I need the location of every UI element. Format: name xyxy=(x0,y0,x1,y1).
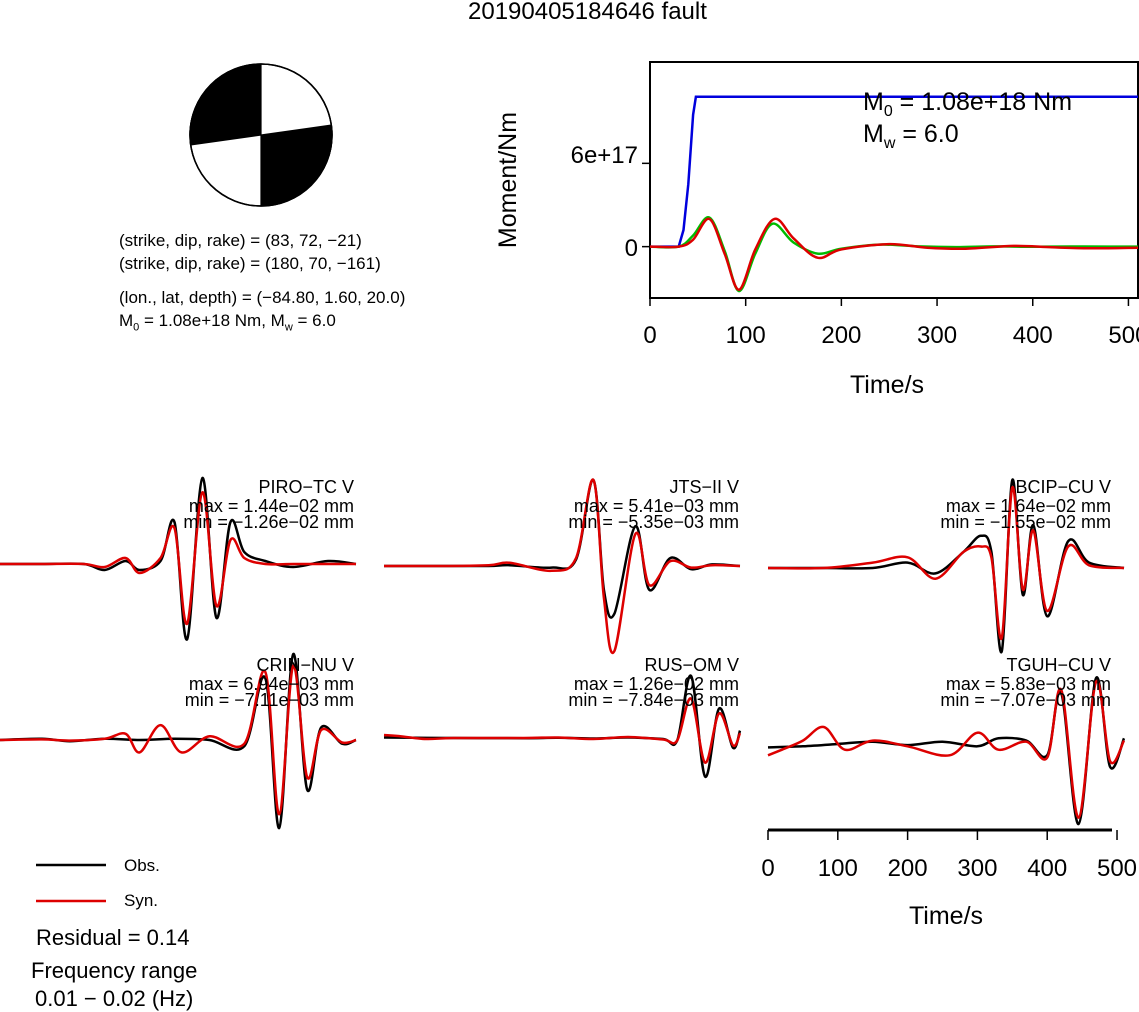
waveform-xlabel: Time/s xyxy=(909,902,983,930)
mechanism-plane2: (strike, dip, rake) = (180, 70, −161) xyxy=(119,254,381,273)
residual-label: Residual = 0.14 xyxy=(36,925,190,950)
waveform-series-line xyxy=(0,476,357,641)
moment-mw-annotation: Mw = 6.0 xyxy=(863,120,959,152)
waveform-xtick-label: 200 xyxy=(888,855,928,882)
waveform-xtick-label: 500 xyxy=(1097,855,1137,882)
beachball-icon xyxy=(189,63,333,207)
moment-series-line xyxy=(649,217,1139,291)
waveform-series-line xyxy=(0,664,357,816)
waveform-max-label: max = 6.94e−03 mm xyxy=(189,674,354,694)
moment-xtick-label: 500 xyxy=(1108,322,1139,349)
waveform-xtick-label: 100 xyxy=(818,855,858,882)
mechanism-plane1: (strike, dip, rake) = (83, 72, −21) xyxy=(119,231,362,250)
mechanism-m0-value: 1.08e+18 Nm xyxy=(158,311,262,330)
waveform-min-label: min = −7.07e−03 mm xyxy=(940,690,1111,710)
moment-m0-value: 1.08e+18 Nm xyxy=(921,88,1072,116)
frequency-range-value: 0.01 − 0.02 (Hz) xyxy=(35,986,194,1011)
moment-ylabel: Moment/Nm xyxy=(494,112,522,248)
waveform-station-label: BCIP−CU V xyxy=(1015,477,1111,497)
waveform-station-label: PIRO−TC V xyxy=(258,477,354,497)
moment-ytick-label: 6e+17 xyxy=(571,142,638,169)
moment-xtick-label: 0 xyxy=(643,322,656,349)
waveform-min-label: min = −1.26e−02 mm xyxy=(183,512,354,532)
waveform-max-label: max = 1.64e−02 mm xyxy=(946,496,1111,516)
waveform-xtick-label: 400 xyxy=(1027,855,1067,882)
frequency-range-label: Frequency range xyxy=(31,958,198,983)
moment-ytick-label: 0 xyxy=(625,235,638,262)
mechanism-location: (lon., lat, depth) = (−84.80, 1.60, 20.0… xyxy=(119,288,406,307)
waveform-max-label: max = 1.26e−02 mm xyxy=(574,674,739,694)
moment-xtick-label: 300 xyxy=(917,322,957,349)
page-title: 20190405184646 fault xyxy=(468,0,707,25)
moment-mw-value: 6.0 xyxy=(924,120,959,148)
waveform-series-line xyxy=(0,491,356,625)
moment-xtick-label: 200 xyxy=(821,322,861,349)
waveform-min-label: min = −7.84e−03 mm xyxy=(568,690,739,710)
moment-xlabel: Time/s xyxy=(850,371,924,399)
waveform-max-label: max = 5.41e−03 mm xyxy=(574,496,739,516)
moment-xtick-label: 100 xyxy=(726,322,766,349)
waveform-min-label: min = −1.55e−02 mm xyxy=(940,512,1111,532)
mechanism-magnitude: M0 = 1.08e+18 Nm, Mw = 6.0 xyxy=(119,311,336,334)
legend-syn-label: Syn. xyxy=(124,891,159,910)
legend xyxy=(36,863,106,903)
waveform-min-label: min = −5.35e−03 mm xyxy=(568,512,739,532)
waveform-xtick-label: 300 xyxy=(957,855,997,882)
moment-chart: 0 100 200 300 400 500 6e+17 0 Moment/Nm Time/… xyxy=(494,61,1139,399)
mechanism-mw-value: 6.0 xyxy=(312,311,336,330)
waveform-station-label: JTS−II V xyxy=(669,477,739,497)
moment-xtick-label: 400 xyxy=(1013,322,1053,349)
waveform-series-line xyxy=(767,680,1126,819)
waveform-station-label: CRIN−NU V xyxy=(256,655,354,675)
waveform-max-label: max = 5.83e−03 mm xyxy=(946,674,1111,694)
waveform-max-label: max = 1.44e−02 mm xyxy=(189,496,354,516)
waveform-series-line xyxy=(383,697,742,764)
waveform-series-line xyxy=(767,486,1125,641)
waveform-station-label: TGUH−CU V xyxy=(1006,655,1111,675)
waveform-min-label: min = −7.11e−03 mm xyxy=(185,690,354,710)
legend-obs-label: Obs. xyxy=(124,856,160,875)
waveform-series-line xyxy=(383,478,741,655)
moment-m0-annotation: M0 = 1.08e+18 Nm xyxy=(863,88,1072,120)
waveform-station-label: RUS−OM V xyxy=(644,655,739,675)
waveform-xtick-label: 0 xyxy=(761,855,774,882)
